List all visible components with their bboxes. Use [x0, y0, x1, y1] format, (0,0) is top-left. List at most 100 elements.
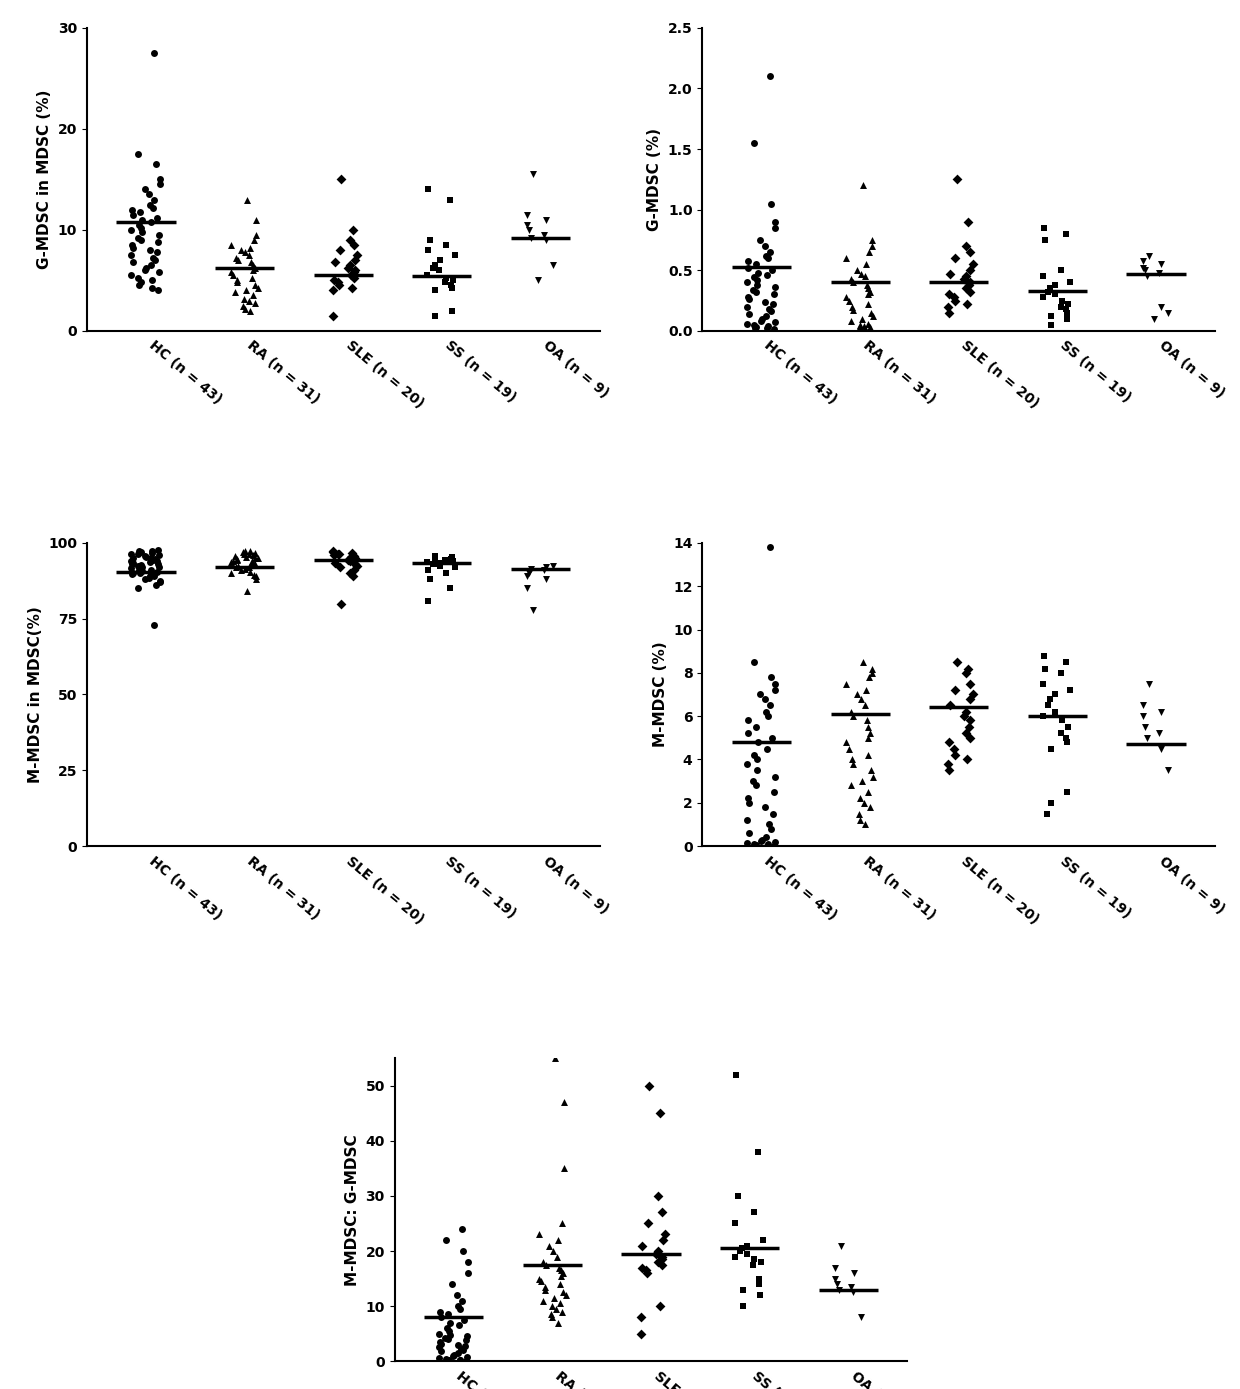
- Point: [939, 301, 959, 324]
- Point: [1059, 293, 1079, 315]
- Point: [749, 1272, 769, 1295]
- Point: [652, 1249, 672, 1271]
- Point: [841, 310, 861, 332]
- Point: [536, 568, 556, 590]
- Point: [330, 556, 350, 578]
- Point: [441, 300, 461, 322]
- Point: [330, 239, 350, 261]
- Point: [221, 233, 241, 256]
- Point: [744, 267, 764, 289]
- Point: [1040, 738, 1060, 760]
- Point: [430, 249, 450, 271]
- Point: [858, 715, 878, 738]
- Point: [247, 224, 267, 246]
- Point: [851, 1306, 870, 1328]
- Point: [436, 1317, 456, 1339]
- Point: [425, 279, 445, 301]
- Point: [959, 211, 978, 233]
- Point: [441, 547, 461, 569]
- Point: [843, 706, 863, 728]
- Point: [853, 174, 873, 196]
- Point: [733, 1295, 753, 1317]
- Point: [243, 551, 263, 574]
- Point: [517, 214, 537, 236]
- Point: [830, 1278, 849, 1300]
- Point: [324, 304, 343, 326]
- Point: [341, 550, 361, 572]
- Point: [744, 833, 764, 856]
- Point: [345, 560, 365, 582]
- Point: [960, 672, 980, 694]
- Point: [450, 1349, 470, 1371]
- Point: [531, 1270, 551, 1292]
- Point: [851, 263, 870, 285]
- Point: [960, 240, 980, 263]
- Point: [1151, 738, 1171, 760]
- Point: [244, 292, 264, 314]
- Point: [733, 1278, 753, 1300]
- Point: [444, 1343, 464, 1365]
- Point: [143, 542, 162, 564]
- Point: [652, 1229, 672, 1251]
- Point: [150, 569, 170, 592]
- Point: [744, 314, 764, 336]
- Point: [944, 286, 963, 308]
- Point: [748, 731, 768, 753]
- Point: [763, 293, 782, 315]
- Point: [838, 738, 858, 760]
- Point: [843, 271, 863, 293]
- Point: [739, 257, 759, 279]
- Point: [236, 557, 255, 579]
- Point: [1137, 726, 1157, 749]
- Point: [849, 314, 869, 336]
- Point: [221, 550, 241, 572]
- Point: [129, 274, 149, 296]
- Point: [843, 1263, 863, 1285]
- Point: [753, 1229, 773, 1251]
- Point: [738, 1235, 758, 1257]
- Point: [418, 239, 438, 261]
- Point: [652, 1201, 672, 1224]
- Point: [1038, 281, 1058, 303]
- Point: [441, 547, 461, 569]
- Point: [423, 257, 443, 279]
- Point: [751, 307, 771, 329]
- Point: [825, 1267, 844, 1289]
- Point: [231, 560, 250, 582]
- Point: [145, 547, 165, 569]
- Point: [343, 261, 363, 283]
- Point: [1040, 306, 1060, 328]
- Point: [765, 765, 785, 788]
- Point: [146, 207, 166, 229]
- Point: [961, 260, 981, 282]
- Point: [436, 1229, 456, 1251]
- Point: [129, 558, 149, 581]
- Point: [445, 244, 465, 267]
- Point: [123, 204, 143, 226]
- Point: [963, 683, 983, 706]
- Point: [851, 317, 870, 339]
- Point: [246, 257, 265, 279]
- Point: [136, 257, 156, 279]
- Point: [248, 546, 268, 568]
- Point: [345, 260, 365, 282]
- Point: [418, 589, 438, 611]
- Point: [1158, 301, 1178, 324]
- Point: [534, 1275, 554, 1297]
- Point: [1132, 250, 1152, 272]
- Point: [436, 550, 456, 572]
- Point: [1137, 265, 1157, 288]
- Point: [837, 731, 857, 753]
- Point: [456, 1329, 476, 1351]
- Point: [861, 281, 880, 303]
- Point: [429, 260, 449, 282]
- Point: [549, 1272, 569, 1295]
- Point: [960, 274, 980, 296]
- Point: [551, 1265, 570, 1288]
- Point: [733, 1238, 753, 1260]
- Point: [242, 267, 262, 289]
- Point: [745, 317, 765, 339]
- Point: [324, 269, 343, 292]
- Point: [649, 1240, 668, 1263]
- Point: [239, 556, 259, 578]
